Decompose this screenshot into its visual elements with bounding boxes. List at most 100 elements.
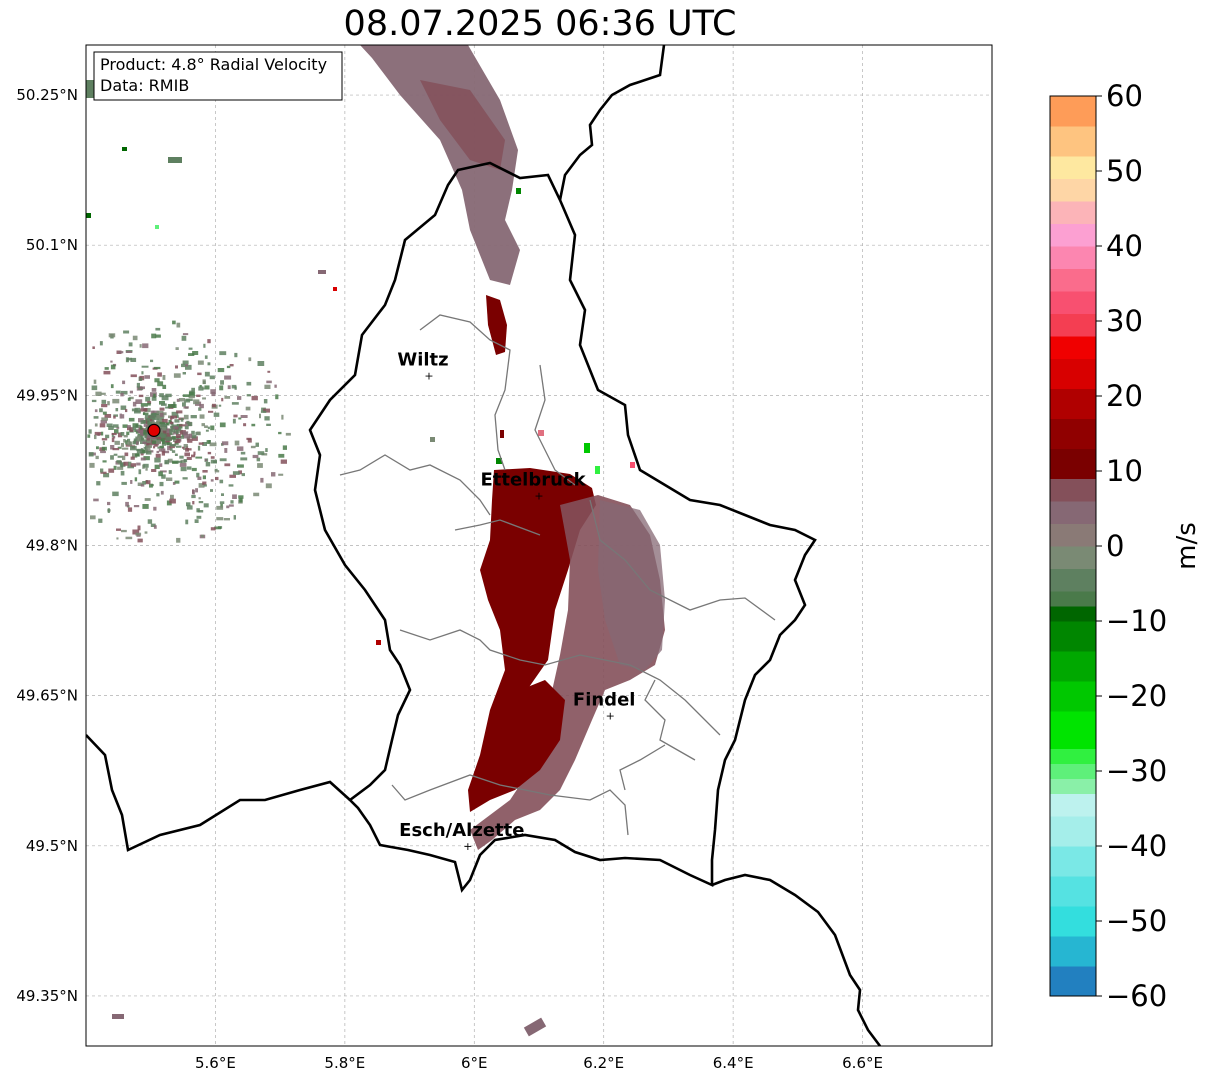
echo-speck <box>630 462 635 468</box>
clutter-pixel <box>123 330 130 334</box>
clutter-pixel <box>114 440 120 445</box>
clutter-pixel <box>125 536 133 540</box>
west-border <box>86 734 351 852</box>
clutter-pixel <box>191 430 195 435</box>
clutter-pixel <box>199 385 202 388</box>
clutter-pixel <box>192 436 198 441</box>
clutter-pixel <box>162 450 170 454</box>
clutter-pixel <box>104 414 112 418</box>
clutter-pixel <box>143 423 149 427</box>
clutter-pixel <box>126 431 130 436</box>
clutter-pixel <box>170 447 173 451</box>
clutter-pixel <box>169 498 176 504</box>
clutter-pixel <box>107 401 110 406</box>
clutter-pixel <box>100 468 104 473</box>
clutter-pixel <box>144 433 148 438</box>
clutter-pixel <box>186 466 192 470</box>
clutter-pixel <box>204 425 208 428</box>
clutter-pixel <box>127 357 132 361</box>
clutter-pixel <box>122 455 126 461</box>
clutter-pixel <box>153 446 156 449</box>
clutter-pixel <box>127 465 134 469</box>
clutter-pixel <box>140 403 148 407</box>
clutter-pixel <box>130 357 137 362</box>
clutter-pixel <box>176 410 183 414</box>
clutter-pixel <box>259 413 261 419</box>
borders <box>86 45 882 1046</box>
clutter-pixel <box>198 386 204 391</box>
clutter-pixel <box>123 461 129 466</box>
clutter-pixel <box>145 427 150 430</box>
echo-speck <box>168 157 182 163</box>
colorbar-segment <box>1050 201 1096 224</box>
clutter-pixel <box>224 463 231 467</box>
clutter-pixel <box>199 403 204 409</box>
clutter-pixel <box>191 387 195 392</box>
clutter-pixel <box>206 440 211 444</box>
clutter-pixel <box>192 351 199 355</box>
clutter-pixel <box>202 470 208 473</box>
clutter-pixel <box>112 448 120 451</box>
clutter-pixel <box>248 357 252 362</box>
clutter-pixel <box>195 456 203 459</box>
clutter-pixel <box>185 364 192 370</box>
clutter-pixel <box>112 398 120 404</box>
canton-boundaries <box>339 314 776 836</box>
clutter-pixel <box>153 506 157 511</box>
clutter-pixel <box>176 433 181 438</box>
clutter-pixel <box>110 384 114 389</box>
clutter-pixel <box>156 414 160 419</box>
clutter-pixel <box>151 440 157 444</box>
colorbar-segment <box>1050 748 1096 764</box>
clutter-pixel <box>171 450 176 453</box>
clutter-pixel <box>99 408 103 413</box>
clutter-pixel <box>140 426 143 430</box>
clutter-pixel <box>116 528 121 531</box>
radar-site-marker <box>147 423 161 437</box>
clutter-pixel <box>251 395 258 401</box>
clutter-pixel <box>147 519 153 524</box>
clutter-pixel <box>136 449 144 454</box>
clutter-pixel <box>136 382 140 388</box>
clutter-pixel <box>181 335 187 341</box>
plot-frame <box>85 44 993 1047</box>
clutter-pixel <box>121 414 125 419</box>
clutter-pixel <box>198 501 204 504</box>
clutter-pixel <box>141 371 144 375</box>
clutter-pixel <box>196 472 200 478</box>
clutter-pixel <box>113 465 117 470</box>
clutter-pixel <box>257 463 263 468</box>
clutter-pixel <box>207 339 211 344</box>
clutter-pixel <box>170 415 177 419</box>
clutter-pixel <box>198 497 201 500</box>
clutter-pixel <box>106 423 113 427</box>
clutter-pixel <box>161 447 165 452</box>
clutter-pixel <box>240 415 248 418</box>
clutter-pixel <box>173 426 179 429</box>
clutter-pixel <box>98 518 103 523</box>
clutter-pixel <box>260 477 264 483</box>
clutter-pixel <box>198 483 205 488</box>
lat-tick-label: 49.35°N <box>16 987 78 1005</box>
clutter-pixel <box>219 422 226 428</box>
echo-north-dark <box>420 80 505 170</box>
clutter-pixel <box>203 503 209 508</box>
clutter-pixel <box>182 477 188 480</box>
clutter-pixel <box>147 401 152 404</box>
clutter-pixel <box>239 497 243 503</box>
clutter-pixel <box>141 406 144 410</box>
colorbar-tick-label: 20 <box>1106 379 1143 413</box>
clutter-pixel <box>117 432 123 438</box>
clutter-pixel <box>150 435 156 440</box>
clutter-pixel <box>194 519 199 523</box>
clutter-pixel <box>219 501 225 504</box>
clutter-pixel <box>169 444 176 447</box>
clutter-pixel <box>138 469 142 475</box>
map-title: 08.07.2025 06:36 UTC <box>343 4 737 44</box>
clutter-pixel <box>150 523 156 527</box>
clutter-pixel <box>187 422 193 426</box>
clutter-pixel <box>95 455 99 460</box>
clutter-pixel <box>203 343 206 348</box>
clutter-pixel <box>93 379 97 384</box>
clutter-pixel <box>275 394 279 400</box>
